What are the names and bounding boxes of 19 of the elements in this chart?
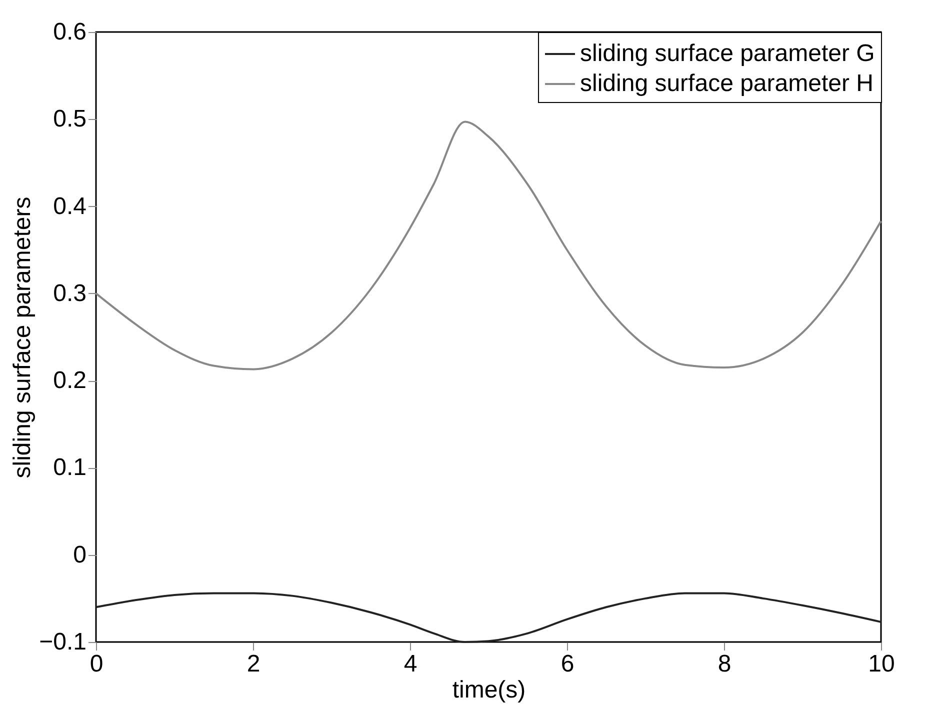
- x-tick-label: 6: [560, 650, 574, 678]
- y-tick-label: 0.2: [53, 367, 86, 394]
- x-tick-label: 8: [718, 650, 732, 678]
- y-tick-label: 0.1: [53, 454, 86, 482]
- y-tick-label: 0.5: [53, 106, 86, 133]
- y-tick-label: 0.4: [53, 192, 86, 220]
- legend-label: sliding surface parameter H: [580, 70, 874, 97]
- legend-label: sliding surface parameter G: [580, 40, 875, 67]
- y-tick-label: 0.3: [53, 280, 86, 307]
- x-tick-label: 4: [404, 650, 418, 678]
- x-axis-title: time(s): [452, 676, 526, 704]
- line-series: [95, 592, 882, 643]
- y-tick-label: 0: [73, 541, 86, 568]
- x-tick-label: 10: [868, 650, 895, 678]
- y-axis-title: sliding surface parameters: [9, 196, 36, 478]
- y-tick-label: 0.6: [53, 18, 86, 46]
- x-tick-label: 0: [90, 650, 104, 678]
- y-tick-label: −0.1: [39, 628, 86, 656]
- x-tick-label: 2: [246, 650, 260, 678]
